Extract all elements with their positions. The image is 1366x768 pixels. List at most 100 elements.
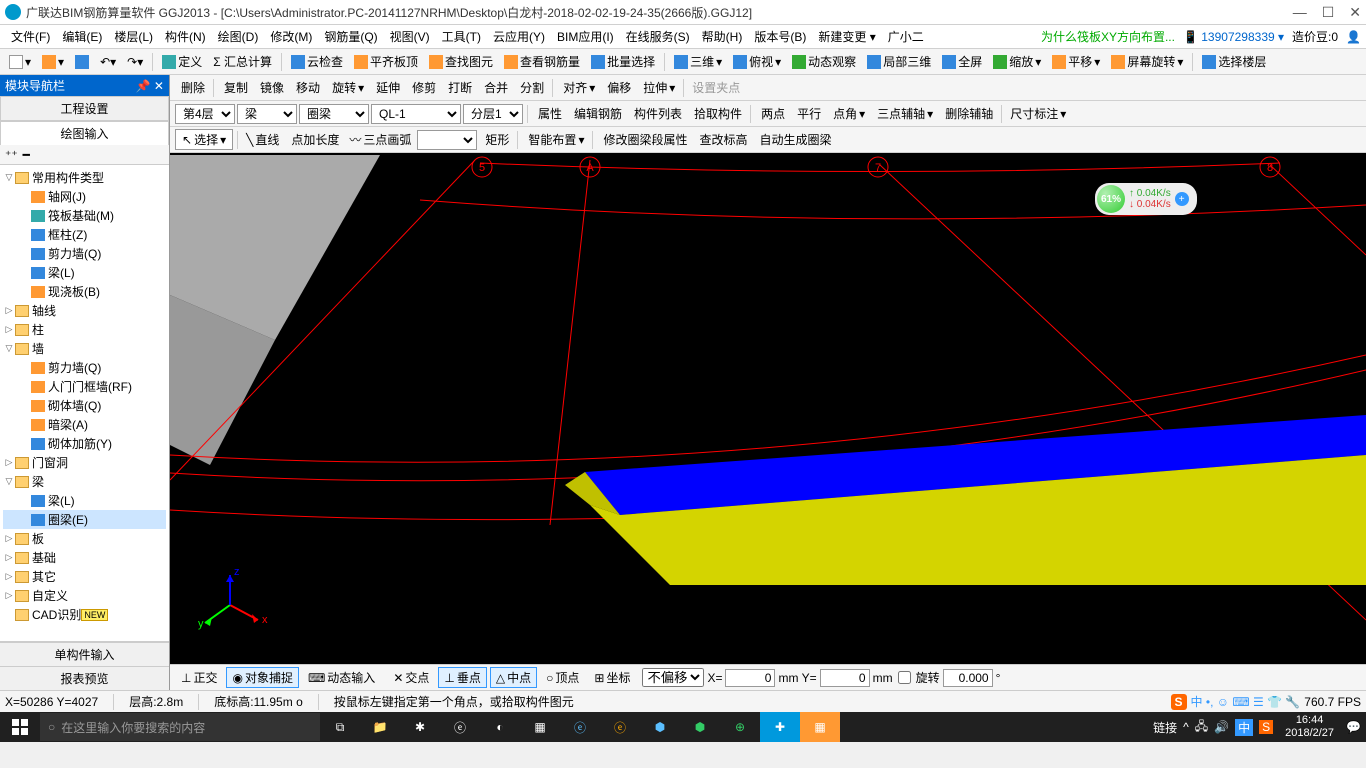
tray-ime[interactable]: 中: [1235, 719, 1253, 736]
tray-link[interactable]: 链接: [1153, 719, 1177, 736]
menu-bim[interactable]: BIM应用(I): [551, 28, 620, 45]
guangxiaoer-button[interactable]: 广小二: [882, 28, 930, 45]
sum-button[interactable]: Σ 汇总计算: [209, 53, 276, 70]
parallel-button[interactable]: 平行: [791, 105, 825, 122]
undo-button[interactable]: ↶▾: [96, 55, 120, 69]
task-app-6[interactable]: ⬢: [680, 712, 720, 742]
cloud-check-button[interactable]: 云检查: [287, 53, 347, 70]
flat-button[interactable]: 平齐板顶: [350, 53, 422, 70]
user-icon[interactable]: 👤: [1346, 30, 1361, 44]
phone-link[interactable]: 📱 13907298339 ▾: [1183, 30, 1284, 44]
rect-button[interactable]: 矩形: [479, 131, 513, 148]
menu-view[interactable]: 视图(V): [384, 28, 436, 45]
tree-wall[interactable]: ▽墙: [3, 339, 166, 358]
menu-file[interactable]: 文件(F): [5, 28, 56, 45]
task-edge-icon[interactable]: ⓔ: [440, 712, 480, 742]
tree-shear-wall2[interactable]: 剪力墙(Q): [3, 358, 166, 377]
pin-icon[interactable]: 📌 ✕: [136, 79, 164, 93]
expand-icon[interactable]: ⁺⁺: [5, 148, 18, 162]
menu-help[interactable]: 帮助(H): [696, 28, 749, 45]
task-app-4[interactable]: ▦: [520, 712, 560, 742]
two-point-button[interactable]: 两点: [755, 105, 789, 122]
pick-button[interactable]: 拾取构件: [688, 105, 746, 122]
tab-draw-input[interactable]: 绘图输入: [0, 121, 169, 145]
rotate-button[interactable]: 旋转▾: [326, 79, 368, 96]
tree-opening[interactable]: ▷门窗洞: [3, 453, 166, 472]
redo-button[interactable]: ↷▾: [123, 55, 147, 69]
auto-ring-button[interactable]: 自动生成圈梁: [754, 131, 836, 148]
menu-modify[interactable]: 修改(M): [264, 28, 318, 45]
new-change-button[interactable]: 新建变更 ▾: [812, 28, 881, 45]
edit-rebar-button[interactable]: 编辑钢筋: [568, 105, 626, 122]
snap-coord[interactable]: ⊞ 坐标: [588, 667, 636, 688]
menu-element[interactable]: 构件(N): [159, 28, 212, 45]
task-ie2-icon[interactable]: ⓔ: [600, 712, 640, 742]
menu-online[interactable]: 在线服务(S): [620, 28, 696, 45]
menu-floor[interactable]: 楼层(L): [108, 28, 159, 45]
menu-cloud[interactable]: 云应用(Y): [487, 28, 551, 45]
break-button[interactable]: 打断: [442, 79, 476, 96]
screen-rotate-button[interactable]: 屏幕旋转▾: [1107, 53, 1187, 70]
offset-button[interactable]: 偏移: [601, 79, 635, 96]
tree-masonry[interactable]: 砌体墙(Q): [3, 396, 166, 415]
collapse-icon[interactable]: ━: [23, 148, 30, 162]
open-button[interactable]: ▾: [38, 55, 68, 69]
select-floor-button[interactable]: 选择楼层: [1198, 53, 1270, 70]
name-select[interactable]: QL-1: [371, 104, 461, 124]
offset-mode-select[interactable]: 不偏移: [642, 668, 704, 687]
snap-intersect[interactable]: ✕ 交点: [387, 667, 435, 688]
tree-beam2[interactable]: 梁(L): [3, 491, 166, 510]
category-select[interactable]: 梁: [237, 104, 297, 124]
batch-select-button[interactable]: 批量选择: [587, 53, 659, 70]
close-button[interactable]: ✕: [1349, 4, 1361, 21]
tree-axis-net[interactable]: 轴网(J): [3, 187, 166, 206]
y-input[interactable]: [820, 669, 870, 687]
menu-tool[interactable]: 工具(T): [436, 28, 487, 45]
pt-len-button[interactable]: 点加长度: [285, 131, 343, 148]
tree-masonry-reinf[interactable]: 砌体加筋(Y): [3, 434, 166, 453]
pan-button[interactable]: 平移▾: [1048, 53, 1104, 70]
menu-rebar[interactable]: 钢筋量(Q): [318, 28, 383, 45]
zoom-button[interactable]: 缩放▾: [989, 53, 1045, 70]
rotate-input[interactable]: [943, 669, 993, 687]
topview-button[interactable]: 俯视▾: [729, 53, 785, 70]
tip-link[interactable]: 为什么筏板XY方向布置...: [1041, 28, 1175, 45]
elem-list-button[interactable]: 构件列表: [628, 105, 686, 122]
tree-beam[interactable]: 梁(L): [3, 263, 166, 282]
tree-axis[interactable]: ▷轴线: [3, 301, 166, 320]
view-rebar-button[interactable]: 查看钢筋量: [500, 53, 584, 70]
check-elev-button[interactable]: 查改标高: [693, 131, 751, 148]
tree-common[interactable]: ▽常用构件类型: [3, 168, 166, 187]
view-elem-button[interactable]: 查找图元: [425, 53, 497, 70]
tree-hidden-beam[interactable]: 暗梁(A): [3, 415, 166, 434]
rotate-checkbox[interactable]: [898, 671, 911, 684]
tree-plate[interactable]: ▷板: [3, 529, 166, 548]
snap-mid[interactable]: △ 中点: [490, 667, 537, 688]
select-button[interactable]: ↖ 选择 ▾: [175, 129, 233, 150]
ortho-toggle[interactable]: ⊥ 正交: [175, 667, 223, 688]
pt-angle-button[interactable]: 点角▾: [827, 105, 869, 122]
maximize-button[interactable]: ☐: [1322, 4, 1335, 21]
task-app-9[interactable]: ▦: [800, 712, 840, 742]
merge-button[interactable]: 合并: [478, 79, 512, 96]
tree-ring-beam[interactable]: 圈梁(E): [3, 510, 166, 529]
del-axis-button[interactable]: 删除辅轴: [939, 105, 997, 122]
dynamic-view-button[interactable]: 动态观察: [788, 53, 860, 70]
tree-other[interactable]: ▷其它: [3, 567, 166, 586]
fullscreen-button[interactable]: 全屏: [938, 53, 986, 70]
split-button[interactable]: 分割: [514, 79, 548, 96]
tray-notif-icon[interactable]: 💬: [1346, 720, 1361, 734]
dim-button[interactable]: 尺寸标注▾: [1006, 105, 1070, 122]
minimize-button[interactable]: —: [1293, 4, 1307, 21]
viewport-3d[interactable]: 5 A 7 8 x y z 61% ↑ 0.04K/s ↓ 0.: [170, 153, 1366, 664]
ime-lang[interactable]: 中 •, ☺ ⌨ ☰ 👕 🔧: [1191, 693, 1301, 710]
task-app-1[interactable]: 📁: [360, 712, 400, 742]
task-app-8[interactable]: ✚: [760, 712, 800, 742]
stretch-button[interactable]: 拉伸▾: [637, 79, 679, 96]
define-button[interactable]: 定义: [158, 53, 206, 70]
line-button[interactable]: ╲ 直线: [242, 131, 283, 148]
menu-draw[interactable]: 绘图(D): [212, 28, 265, 45]
search-input[interactable]: ○ 在这里输入你要搜索的内容: [40, 713, 320, 741]
tree-door-frame[interactable]: 人门门框墙(RF): [3, 377, 166, 396]
tree-raft[interactable]: 筏板基础(M): [3, 206, 166, 225]
